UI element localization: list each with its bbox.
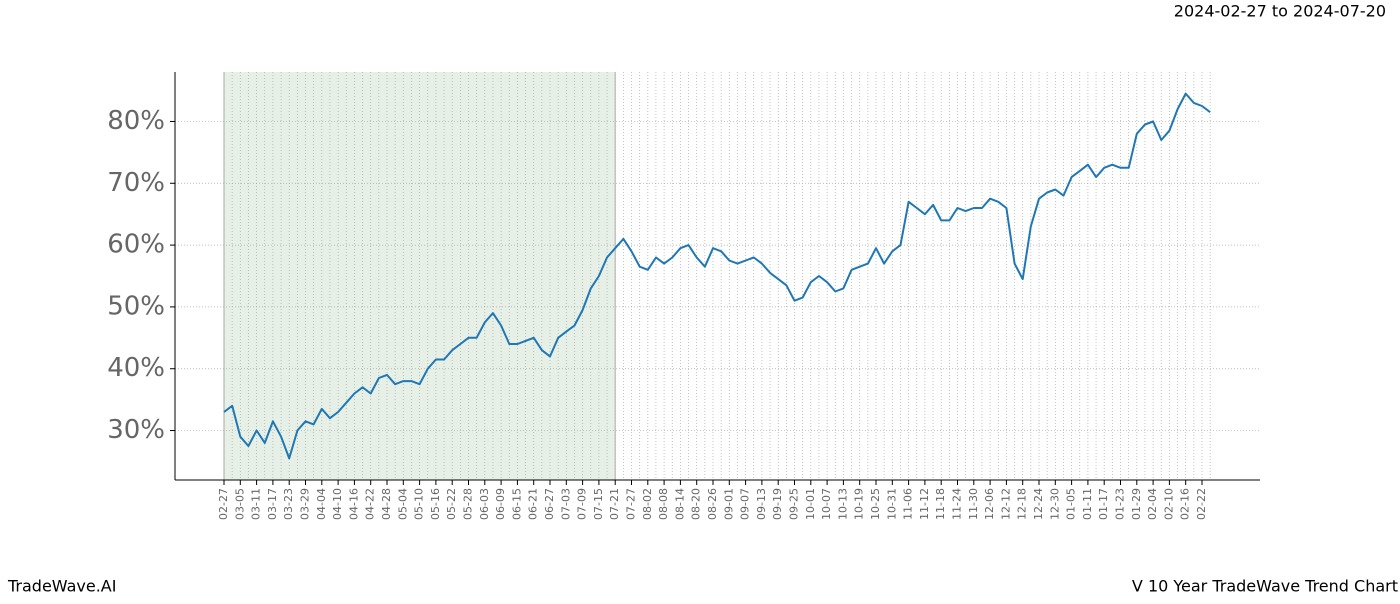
x-tick-label: 06-09	[494, 488, 507, 520]
x-tick-label: 10-01	[804, 488, 817, 520]
x-tick-label: 12-12	[999, 488, 1012, 520]
footer-left: TradeWave.AI	[7, 577, 116, 596]
x-tick-label: 12-30	[1048, 488, 1061, 520]
x-tick-label: 05-10	[413, 488, 426, 520]
x-tick-label: 01-29	[1130, 488, 1143, 520]
footer-right: V 10 Year TradeWave Trend Chart	[1132, 577, 1398, 596]
x-tick-label: 07-03	[559, 488, 572, 520]
x-tick-label: 09-19	[771, 488, 784, 520]
y-tick-label: 40%	[107, 353, 165, 383]
x-tick-label: 01-17	[1097, 488, 1110, 520]
x-tick-label: 01-05	[1065, 488, 1078, 520]
x-tick-label: 12-24	[1032, 488, 1045, 520]
x-tick-label: 07-27	[625, 488, 638, 520]
x-tick-label: 08-14	[673, 488, 686, 520]
x-tick-label: 03-29	[299, 488, 312, 520]
x-tick-label: 04-16	[347, 488, 360, 520]
x-tick-label: 07-09	[576, 488, 589, 520]
x-tick-label: 08-08	[657, 488, 670, 520]
y-tick-label: 30%	[107, 415, 165, 445]
x-tick-label: 04-28	[380, 488, 393, 520]
x-tick-label: 06-15	[510, 488, 523, 520]
series-line	[223, 92, 1211, 460]
y-tick-label: 60%	[107, 230, 165, 260]
x-tick-label: 05-22	[445, 488, 458, 520]
x-tick-label: 11-30	[967, 488, 980, 520]
x-tick-label: 10-07	[820, 488, 833, 520]
y-tick-label: 70%	[107, 168, 165, 198]
x-tick-label: 09-13	[755, 488, 768, 520]
x-tick-label: 02-27	[217, 488, 230, 520]
y-tick-label: 80%	[107, 106, 165, 136]
x-tick-label: 08-20	[690, 488, 703, 520]
x-tick-label: 08-26	[706, 488, 719, 520]
x-tick-label: 11-12	[918, 488, 931, 520]
x-tick-label: 09-07	[739, 488, 752, 520]
x-tick-label: 12-18	[1016, 488, 1029, 520]
x-tick-label: 05-16	[429, 488, 442, 520]
x-tick-label: 06-21	[527, 488, 540, 520]
x-tick-label: 03-05	[233, 488, 246, 520]
x-tick-label: 02-16	[1179, 488, 1192, 520]
x-tick-label: 07-21	[608, 488, 621, 520]
x-tick-label: 04-10	[331, 488, 344, 520]
x-tick-label: 03-17	[266, 488, 279, 520]
x-tick-label: 08-02	[641, 488, 654, 520]
x-tick-label: 11-06	[902, 488, 915, 520]
x-tick-label: 11-18	[934, 488, 947, 520]
x-tick-label: 11-24	[951, 488, 964, 520]
x-tick-label: 05-28	[462, 488, 475, 520]
x-tick-label: 06-27	[543, 488, 556, 520]
x-tick-label: 06-03	[478, 488, 491, 520]
x-tick-label: 09-01	[722, 488, 735, 520]
x-tick-label: 01-11	[1081, 488, 1094, 520]
x-tick-label: 02-10	[1162, 488, 1175, 520]
x-tick-label: 04-22	[364, 488, 377, 520]
x-tick-label: 10-31	[885, 488, 898, 520]
x-tick-label: 10-13	[836, 488, 849, 520]
x-tick-label: 03-23	[282, 488, 295, 520]
x-tick-label: 05-04	[396, 488, 409, 520]
x-tick-label: 01-23	[1114, 488, 1127, 520]
x-tick-label: 02-22	[1195, 488, 1208, 520]
x-tick-label: 04-04	[315, 488, 328, 520]
x-tick-label: 02-04	[1146, 488, 1159, 520]
x-tick-label: 10-19	[853, 488, 866, 520]
y-tick-label: 50%	[107, 291, 165, 321]
x-tick-label: 12-06	[983, 488, 996, 520]
x-tick-label: 07-15	[592, 488, 605, 520]
subtitle: 2024-02-27 to 2024-07-20	[1174, 2, 1386, 21]
x-tick-label: 10-25	[869, 488, 882, 520]
x-tick-label: 09-25	[788, 488, 801, 520]
x-tick-label: 03-11	[250, 488, 263, 520]
